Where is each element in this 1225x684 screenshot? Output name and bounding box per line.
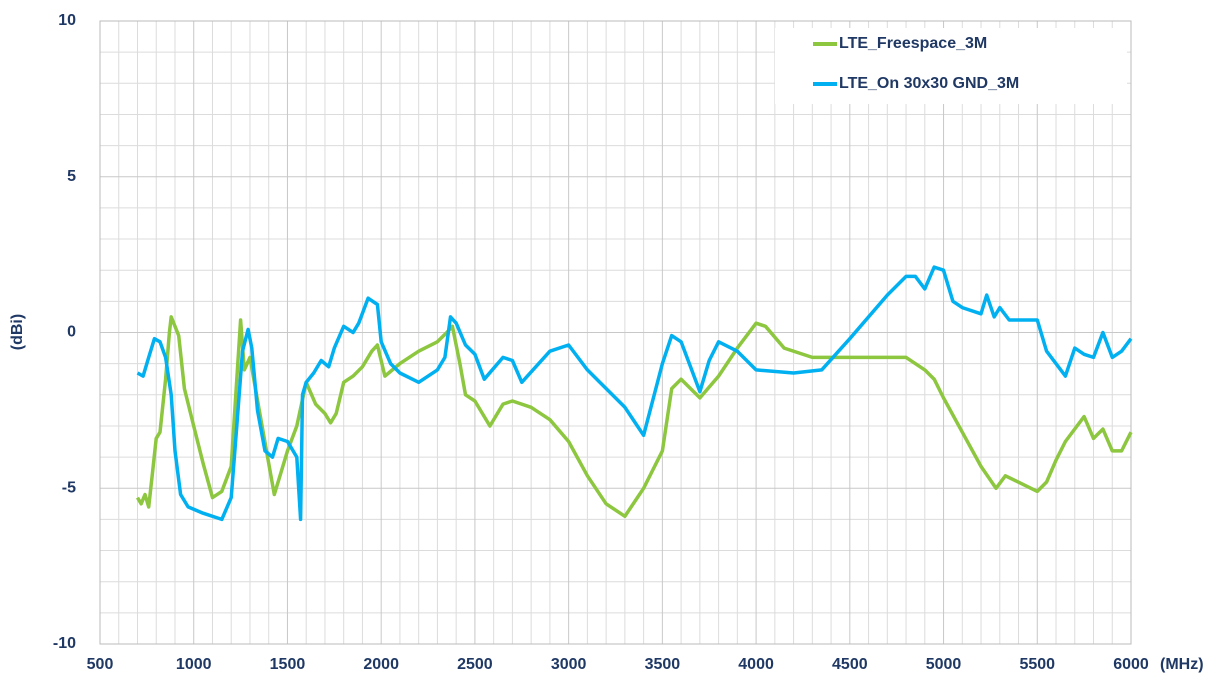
legend-label: LTE_Freespace_3M — [839, 35, 987, 52]
x-tick-label: 1000 — [176, 656, 212, 673]
x-tick-label: 3500 — [645, 656, 681, 673]
x-axis-label: (MHz) — [1160, 656, 1204, 673]
y-tick-label: -5 — [62, 479, 76, 496]
y-tick-label: 5 — [67, 168, 76, 185]
series-line — [136, 265, 1133, 522]
y-tick-label: 0 — [67, 324, 76, 341]
x-tick-label: 2000 — [363, 656, 399, 673]
y-axis-label: (dBi) — [9, 314, 26, 350]
y-tick-label: -10 — [53, 635, 76, 652]
x-tick-label: 500 — [87, 656, 114, 673]
x-tick-label: 6000 — [1113, 656, 1149, 673]
y-tick-label: 10 — [58, 12, 76, 29]
x-tick-label: 5500 — [1019, 656, 1055, 673]
x-tick-label: 2500 — [457, 656, 493, 673]
plot-border — [99, 20, 1132, 645]
legend-box — [775, 28, 1127, 104]
x-tick-label: 1500 — [270, 656, 306, 673]
legend-label: LTE_On 30x30 GND_3M — [839, 75, 1019, 92]
x-tick-label: 5000 — [926, 656, 962, 673]
x-tick-label: 4500 — [832, 656, 868, 673]
x-tick-label: 4000 — [738, 656, 774, 673]
series-line — [135, 315, 1133, 519]
x-tick-label: 3000 — [551, 656, 587, 673]
